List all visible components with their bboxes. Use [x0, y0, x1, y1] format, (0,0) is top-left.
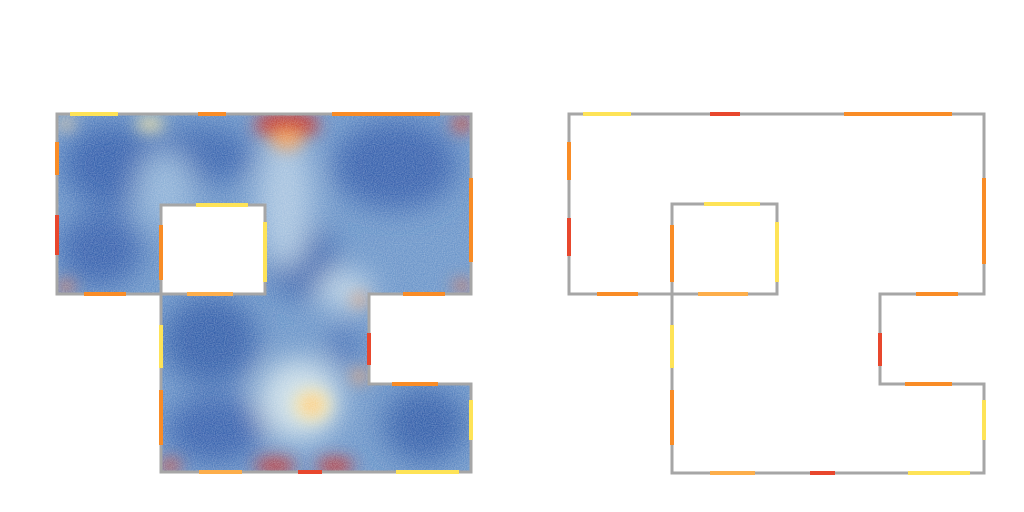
heatmap-panel — [55, 112, 473, 474]
outline-wall-segments — [567, 112, 986, 475]
outline-walls — [567, 112, 986, 475]
heatmap-wall-segments — [55, 112, 473, 474]
outline-panel — [567, 112, 986, 475]
